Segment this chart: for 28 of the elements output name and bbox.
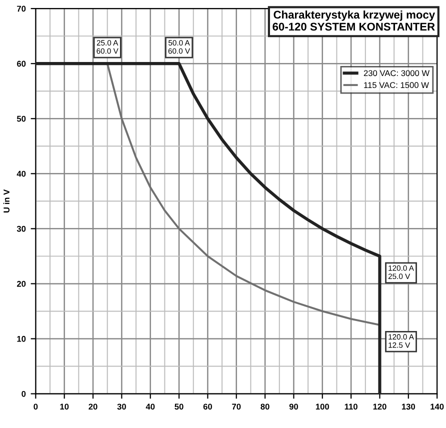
y-tick-label: 60 (16, 60, 26, 67)
x-tick-label: 70 (232, 404, 241, 410)
x-tick-label: 60 (203, 404, 212, 410)
x-tick-label: 0 (34, 404, 38, 410)
x-tick-label: 80 (260, 404, 270, 410)
y-tick-label: 30 (16, 226, 26, 232)
text: 60-120 SYSTEM KONSTANTER (272, 22, 435, 31)
chart-title: Charakterystyka krzywej mocy (274, 10, 436, 21)
x-tick-label: 40 (146, 404, 155, 410)
x-tick-label: 30 (117, 404, 126, 410)
x-tick-label: 50 (174, 404, 184, 410)
x-tick-label: 90 (289, 404, 298, 410)
x-tick-label: 120 (373, 404, 386, 410)
legend-label: 115 VAC: 1500 W (364, 82, 429, 88)
y-tick-label: 50 (16, 116, 26, 122)
x-tick-label: 110 (344, 404, 358, 410)
y-tick-label: 20 (16, 280, 26, 287)
legend-label: 230 VAC: 3000 W (364, 70, 430, 76)
y-tick-label: 0 (22, 390, 26, 397)
x-tick-label: 130 (402, 404, 416, 410)
x-tick-label: 100 (316, 404, 330, 410)
y-tick-label: 40 (16, 170, 26, 177)
y-axis-title: U in V (3, 189, 10, 212)
x-tick-label: 20 (88, 404, 98, 410)
x-tick-label: 10 (60, 404, 69, 410)
y-tick-label: 70 (17, 6, 26, 12)
y-tick-label: 10 (17, 336, 26, 342)
x-tick-label: 140 (430, 404, 444, 410)
